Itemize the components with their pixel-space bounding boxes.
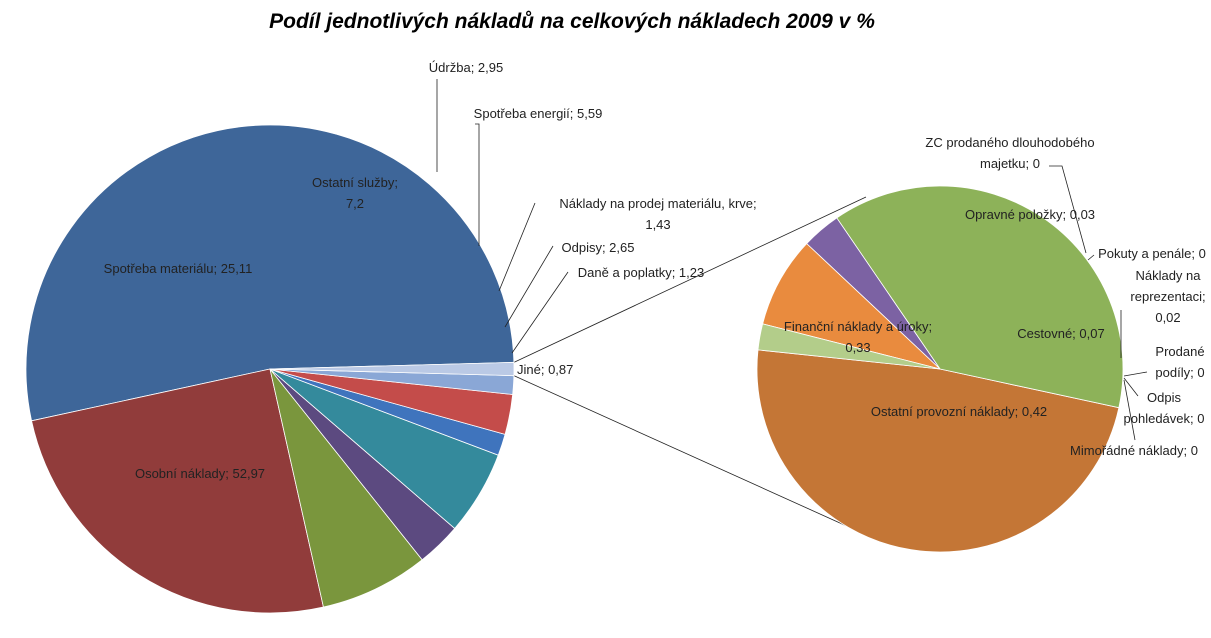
connector-line-bottom: [513, 375, 852, 529]
data-label-line: Ostatní služby;: [312, 175, 398, 190]
data-label-financni-naklady-a-uroky: Finanční náklady a úroky; 0,33: [784, 319, 932, 355]
leader-line-naklady-na-prodej-materialu-krve: [498, 202, 536, 292]
connector-lines: [513, 196, 867, 529]
data-label-line: Odpisy; 2,65: [562, 240, 635, 255]
secondary-pie: [756, 185, 1124, 553]
data-label-naklady-na-prodej-materialu-krve: Náklady na prodej materiálu, krve; 1,43: [559, 196, 756, 232]
data-label-ostatni-sluzby: Ostatní služby; 7,2: [312, 175, 398, 211]
data-label-line: 1,43: [645, 217, 670, 232]
slice-spotreba-materialu: [31, 368, 324, 614]
data-label-line: Osobní náklady; 52,97: [135, 466, 265, 481]
data-label-line: Ostatní provozní náklady; 0,42: [871, 404, 1047, 419]
data-label-ostatni-provozni-naklady: Ostatní provozní náklady; 0,42: [871, 404, 1047, 419]
data-label-line: 0,02: [1155, 310, 1180, 325]
slice-cestovne: [762, 243, 942, 370]
data-label-osobni-naklady: Osobní náklady; 52,97: [135, 466, 265, 481]
data-label-line: Mimořádné náklady; 0: [1070, 443, 1198, 458]
data-label-line: Prodané: [1155, 344, 1204, 359]
data-label-naklady-na-reprezentaci: Náklady na reprezentaci; 0,02: [1130, 268, 1205, 325]
data-label-line: reprezentaci;: [1130, 289, 1205, 304]
data-label-spotreba-materialu: Spotřeba materiálu; 25,11: [104, 261, 253, 276]
data-label-odpisy: Odpisy; 2,65: [562, 240, 635, 255]
data-label-line: Pokuty a penále; 0: [1098, 246, 1206, 261]
data-label-mimoradne-naklady: Mimořádné náklady; 0: [1070, 443, 1198, 458]
data-label-line: ZC prodaného dlouhodobého: [925, 135, 1094, 150]
data-label-line: pohledávek; 0: [1124, 411, 1205, 426]
data-label-line: Spotřeba materiálu; 25,11: [104, 261, 253, 276]
data-label-pokuty-a-penale: Pokuty a penále; 0: [1098, 246, 1206, 261]
data-label-line: Cestovné; 0,07: [1017, 326, 1104, 341]
chart-title: Podíl jednotlivých nákladů na celkových …: [269, 10, 875, 33]
leader-line-prodane-podily: [1123, 371, 1148, 377]
leader-line-spotreba-energii: [475, 123, 480, 246]
slice-jine: [269, 361, 515, 377]
leader-line-dane-a-poplatky: [511, 271, 569, 354]
leader-lines: [436, 79, 1148, 441]
data-label-line: Daně a poplatky; 1,23: [578, 265, 704, 280]
data-label-line: 0,33: [845, 340, 870, 355]
leader-line-mimoradne-naklady: [1123, 379, 1136, 441]
data-label-opravne-polozky: Opravné položky; 0,03: [965, 207, 1095, 222]
data-label-udrzba: Údržba; 2,95: [429, 60, 503, 75]
data-label-line: Spotřeba energií; 5,59: [474, 106, 603, 121]
data-label-line: Jiné; 0,87: [517, 362, 573, 377]
data-label-line: Údržba; 2,95: [429, 60, 503, 75]
slice-ostatni-provozni-naklady: [756, 349, 1120, 553]
data-label-jine: Jiné; 0,87: [517, 362, 573, 377]
data-labels: Osobní náklady; 52,97 Spotřeba materiálu;…: [104, 60, 1206, 481]
data-label-line: podíly; 0: [1155, 365, 1204, 380]
data-label-line: Finanční náklady a úroky;: [784, 319, 932, 334]
main-pie: [25, 124, 515, 614]
data-label-cestovne: Cestovné; 0,07: [1017, 326, 1104, 341]
data-label-line: Opravné položky; 0,03: [965, 207, 1095, 222]
data-label-line: Odpis: [1147, 390, 1181, 405]
data-label-odpis-pohledavek: Odpis pohledávek; 0: [1124, 390, 1205, 426]
data-label-zc-prodaneho-dlouhodobeho-majetku: ZC prodaného dlouhodobého majetku; 0: [925, 135, 1094, 171]
data-label-prodane-podily: Prodané podíly; 0: [1155, 344, 1204, 380]
slice-naklady-na-reprezentaci: [757, 323, 941, 370]
slice-osobni-naklady: [25, 124, 515, 422]
data-label-line: majetku; 0: [980, 156, 1040, 171]
data-label-line: 7,2: [346, 196, 364, 211]
data-label-spotreba-energii: Spotřeba energií; 5,59: [474, 106, 603, 121]
leader-line-odpisy: [504, 245, 554, 328]
leader-line-pokuty-a-penale: [1087, 254, 1095, 261]
leader-line-odpis-pohledavek: [1123, 377, 1139, 397]
data-label-line: Náklady na prodej materiálu, krve;: [559, 196, 756, 211]
slice-financni-naklady-a-uroky: [836, 185, 1124, 409]
data-label-line: Náklady na: [1135, 268, 1201, 283]
connector-line-top: [513, 196, 867, 363]
data-label-dane-a-poplatky: Daně a poplatky; 1,23: [578, 265, 704, 280]
slice-ostatni-sluzby: [269, 368, 423, 608]
leader-line-zc-prodaneho-dlouhodobeho-majetku: [1049, 165, 1087, 254]
